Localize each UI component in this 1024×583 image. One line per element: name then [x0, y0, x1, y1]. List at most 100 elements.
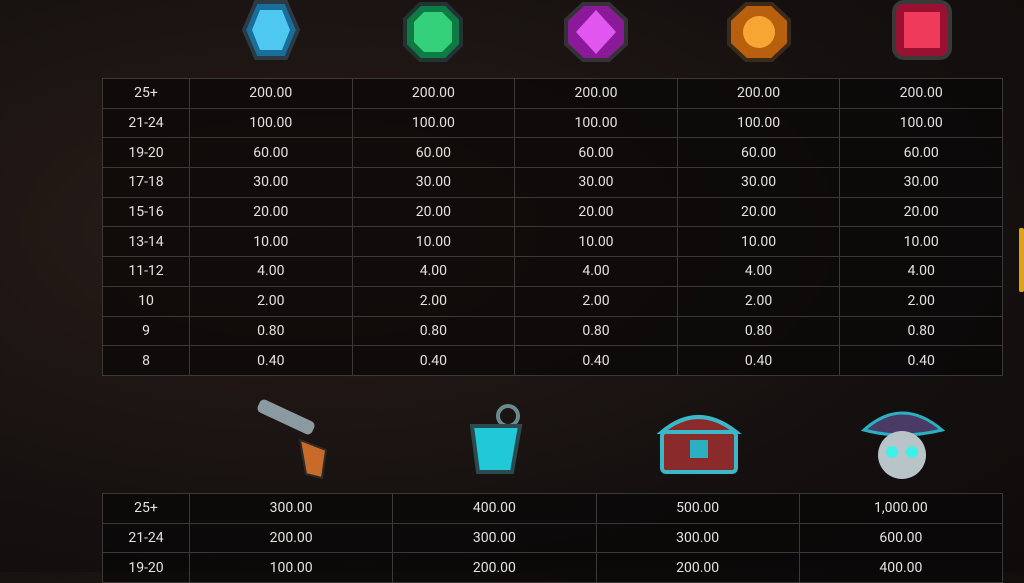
payout-cell: 20.00	[189, 196, 353, 228]
orange-gem	[727, 2, 791, 62]
payout-cell: 2.00	[189, 285, 353, 317]
payout-cell: 100.00	[351, 107, 516, 139]
pay-row: 17-18 30.00 30.00 30.00 30.00 30.00	[102, 167, 1003, 198]
payout-cell: 200.00	[676, 78, 841, 109]
payout-cell: 2.00	[351, 285, 516, 317]
payout-cell: 0.80	[839, 315, 1003, 347]
payout-cell: 400.00	[392, 493, 597, 524]
count-cell: 10	[102, 285, 190, 317]
payout-cell: 0.80	[351, 315, 516, 347]
payout-cell: 20.00	[514, 196, 678, 228]
payout-cell: 300.00	[188, 493, 394, 524]
pay-row: 8 0.40 0.40 0.40 0.40 0.40	[102, 345, 1003, 376]
pay-row: 19-20 60.00 60.00 60.00 60.00 60.00	[102, 137, 1003, 169]
pay-row: 11-12 4.00 4.00 4.00 4.00 4.00	[102, 256, 1003, 287]
payout-cell: 4.00	[676, 256, 841, 287]
payout-cell: 30.00	[189, 167, 353, 198]
payout-cell: 200.00	[351, 78, 516, 109]
pay-row: 25+ 300.00 400.00 500.00 1,000.00	[102, 493, 1004, 524]
count-cell: 13-14	[102, 226, 190, 258]
payout-cell: 2.00	[839, 285, 1003, 317]
count-cell: 9	[102, 315, 190, 347]
pay-row: 21-24 200.00 300.00 300.00 600.00	[102, 522, 1004, 554]
pay-row: 15-16 20.00 20.00 20.00 20.00 20.00	[102, 196, 1003, 228]
payout-cell: 200.00	[189, 78, 353, 109]
payout-cell: 100.00	[188, 552, 394, 583]
payout-cell: 200.00	[839, 78, 1003, 109]
count-cell: 21-24	[102, 522, 190, 554]
count-cell: 19-20	[102, 552, 190, 583]
payout-cell: 4.00	[351, 256, 516, 287]
pay-row: 13-14 10.00 10.00 10.00 10.00 10.00	[102, 226, 1003, 258]
pay-row: 21-24 100.00 100.00 100.00 100.00 100.00	[102, 107, 1003, 139]
pirate-skull	[860, 411, 946, 479]
payout-cell: 60.00	[351, 137, 516, 169]
count-cell: 19-20	[102, 137, 190, 169]
payout-cell: 20.00	[351, 196, 516, 228]
payout-cell: 600.00	[798, 522, 1004, 554]
payout-cell: 30.00	[676, 167, 841, 198]
scrollbar[interactable]	[1019, 228, 1024, 292]
count-cell: 11-12	[102, 256, 190, 287]
payout-cell: 60.00	[514, 137, 678, 169]
red-gem	[892, 0, 952, 60]
payout-cell: 300.00	[595, 522, 800, 554]
payout-cell: 60.00	[839, 137, 1003, 169]
payout-cell: 200.00	[392, 552, 597, 583]
count-cell: 21-24	[102, 107, 190, 139]
payout-cell: 20.00	[676, 196, 841, 228]
payout-cell: 200.00	[188, 522, 394, 554]
payout-cell: 100.00	[514, 107, 678, 139]
count-cell: 8	[102, 345, 190, 376]
payout-cell: 20.00	[839, 196, 1003, 228]
payout-cell: 60.00	[189, 137, 353, 169]
count-cell: 25+	[102, 78, 190, 109]
payout-cell: 10.00	[514, 226, 678, 258]
payout-cell: 100.00	[676, 107, 841, 139]
pay-row: 25+ 200.00 200.00 200.00 200.00 200.00	[102, 78, 1003, 109]
lantern	[469, 404, 523, 474]
payout-cell: 0.40	[514, 345, 678, 376]
treasure-chest	[656, 415, 742, 474]
payout-cell: 0.80	[676, 315, 841, 347]
green-gem	[403, 2, 463, 62]
payout-cell: 100.00	[839, 107, 1003, 139]
payout-cell: 0.40	[351, 345, 516, 376]
payout-cell: 0.40	[189, 345, 353, 376]
payout-cell: 10.00	[839, 226, 1003, 258]
payout-cell: 0.40	[676, 345, 841, 376]
payout-cell: 2.00	[514, 285, 678, 317]
payout-cell: 200.00	[595, 552, 800, 583]
purple-gem	[564, 2, 628, 62]
payout-cell: 4.00	[839, 256, 1003, 287]
payout-cell: 200.00	[514, 78, 678, 109]
payout-cell: 0.80	[514, 315, 678, 347]
payout-cell: 10.00	[189, 226, 353, 258]
count-cell: 15-16	[102, 196, 190, 228]
payout-cell: 60.00	[676, 137, 841, 169]
payout-cell: 4.00	[514, 256, 678, 287]
pay-row: 9 0.80 0.80 0.80 0.80 0.80	[102, 315, 1003, 347]
payout-cell: 0.40	[839, 345, 1003, 376]
payout-cell: 30.00	[839, 167, 1003, 198]
blue-gem	[241, 0, 301, 60]
payout-cell: 100.00	[189, 107, 353, 139]
pistol	[257, 399, 328, 480]
count-cell: 25+	[102, 493, 190, 524]
payout-cell: 400.00	[798, 552, 1004, 583]
paytable-gems: 25+ 200.00 200.00 200.00 200.00 200.00 21-24 10…	[102, 78, 1003, 376]
payout-cell: 30.00	[351, 167, 516, 198]
payout-cell: 10.00	[351, 226, 516, 258]
pay-row: 10 2.00 2.00 2.00 2.00 2.00	[102, 285, 1003, 317]
payout-cell: 30.00	[514, 167, 678, 198]
payout-cell: 500.00	[595, 493, 800, 524]
count-cell: 17-18	[102, 167, 190, 198]
pay-row: 19-20 100.00 200.00 200.00 400.00	[102, 552, 1004, 583]
payout-cell: 1,000.00	[798, 493, 1004, 524]
paytable-items: 25+ 300.00 400.00 500.00 1,000.00 21-24 200.00…	[102, 493, 1004, 583]
payout-cell: 0.80	[189, 315, 353, 347]
payout-cell: 300.00	[392, 522, 597, 554]
payout-cell: 4.00	[189, 256, 353, 287]
